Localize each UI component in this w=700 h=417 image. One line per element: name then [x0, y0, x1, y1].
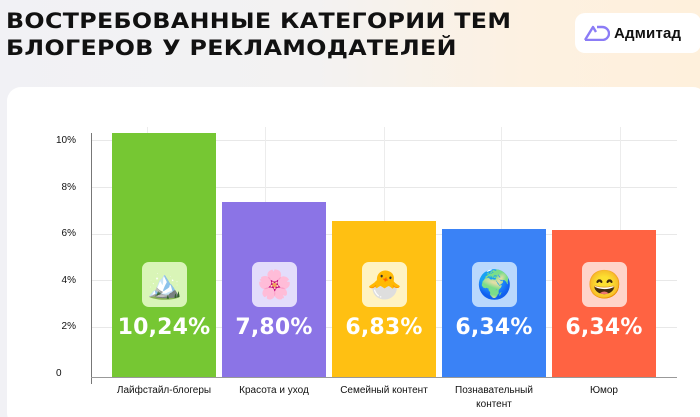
- grinning-face-icon: 😄: [582, 262, 627, 307]
- y-axis: [91, 133, 92, 384]
- hatching-chick-icon: 🐣: [362, 262, 407, 307]
- x-axis: [91, 377, 677, 378]
- y-tick-label: 4%: [61, 275, 76, 286]
- x-tick-label: Юмор: [590, 385, 618, 396]
- bar-family: 🐣 6,83%: [332, 221, 436, 377]
- bar-value-label: 6,83%: [345, 315, 423, 340]
- bar-value-label: 6,34%: [455, 315, 533, 340]
- y-tick-label: 2%: [61, 321, 76, 332]
- admitad-logo-icon: [584, 25, 610, 41]
- bar-value-label: 10,24%: [117, 315, 211, 340]
- mountain-icon: 🏔️: [142, 262, 187, 307]
- title-line-1: ВОСТРЕБОВАННЫЕ КАТЕГОРИИ ТЕМ: [6, 9, 512, 33]
- brand-logo-card: Адмитад: [575, 13, 700, 53]
- bar-educational: 🌍 6,34%: [442, 229, 546, 377]
- x-tick-label: Семейный контент: [340, 385, 428, 396]
- x-tick-label: Лайфстайл-блогеры: [116, 385, 212, 396]
- brand-name: Адмитад: [614, 24, 682, 42]
- bar-humor: 😄 6,34%: [552, 230, 656, 377]
- y-tick-label: 8%: [61, 182, 76, 193]
- bar-value-label: 7,80%: [235, 315, 313, 340]
- y-tick-label: 10%: [55, 135, 76, 146]
- x-tick-label: Познавательный контент: [434, 384, 554, 412]
- page-title: ВОСТРЕБОВАННЫЕ КАТЕГОРИИ ТЕМ БЛОГЕРОВ У …: [6, 8, 511, 62]
- x-tick-label: Красота и уход: [239, 385, 309, 396]
- y-tick-label: 6%: [61, 228, 76, 239]
- cherry-blossom-icon: 🌸: [252, 262, 297, 307]
- bar-beauty: 🌸 7,80%: [222, 202, 326, 377]
- title-line-2: БЛОГЕРОВ У РЕКЛАМОДАТЕЛЕЙ: [6, 36, 457, 60]
- x-tick-label-line: контент: [476, 399, 512, 410]
- y-tick-label: 0: [56, 368, 62, 379]
- x-tick-label-line: Познавательный: [455, 385, 533, 396]
- bar-value-label: 6,34%: [565, 315, 643, 340]
- globe-icon: 🌍: [472, 262, 517, 307]
- bar-lifestyle: 🏔️ 10,24%: [112, 133, 216, 377]
